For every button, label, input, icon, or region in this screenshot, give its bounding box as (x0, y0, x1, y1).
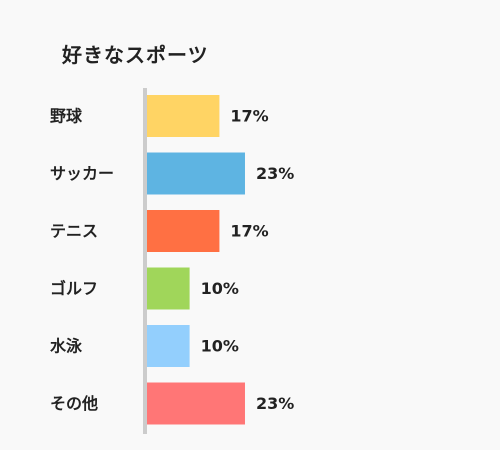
bar-4 (147, 325, 190, 367)
bar-0 (147, 95, 220, 137)
bar-3 (147, 267, 190, 310)
category-label: 水泳 (50, 337, 83, 356)
bar-2 (147, 210, 220, 252)
bar-5 (147, 382, 245, 425)
value-label: 10% (201, 337, 239, 356)
category-label: 野球 (50, 107, 83, 126)
category-label: ゴルフ (50, 279, 98, 298)
value-label: 17% (230, 222, 268, 241)
value-label: 10% (201, 279, 239, 298)
value-label: 23% (256, 164, 294, 183)
category-label: テニス (50, 222, 98, 241)
bar-1 (147, 152, 245, 195)
bars-layer: 野球 17% サッカー 23% テニス 17% ゴルフ 10% 水泳 10% その他 23% (50, 95, 294, 425)
value-label: 23% (256, 394, 294, 413)
category-label: その他 (50, 394, 98, 413)
value-label: 17% (230, 107, 268, 126)
category-label: サッカー (50, 164, 114, 183)
chart-title: 好きなスポーツ (61, 43, 209, 67)
